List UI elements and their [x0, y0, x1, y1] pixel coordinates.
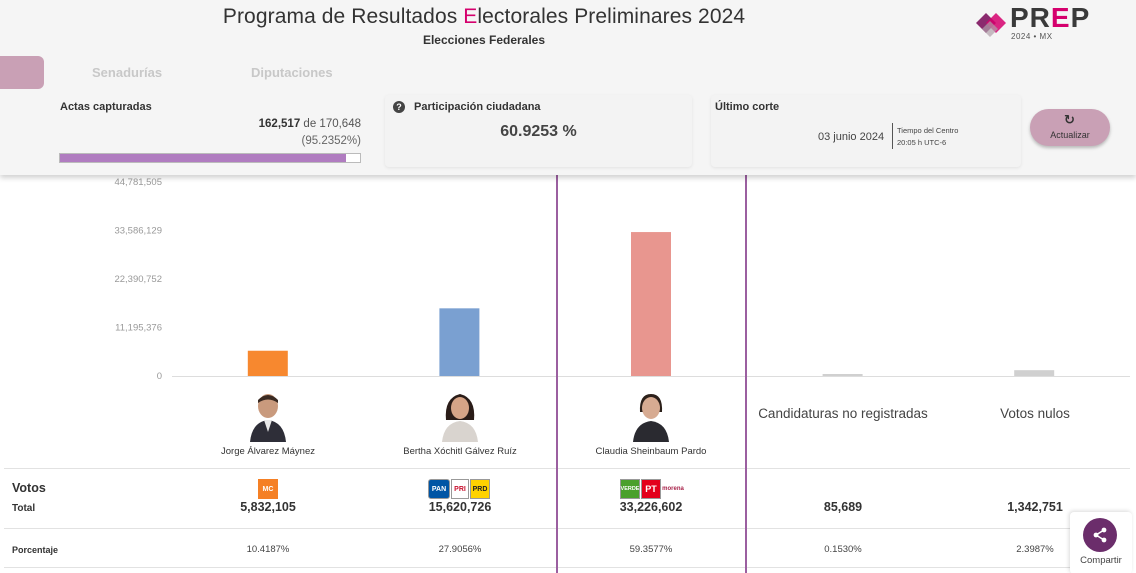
- actas-progress-bar: [59, 153, 361, 163]
- row-divider: [4, 567, 1130, 568]
- party-logos-sigamos: VERDE PT morena: [620, 479, 684, 501]
- percent-nulos: 2.3987%: [1016, 544, 1054, 555]
- candidate-photo-sheinbaum: [633, 394, 669, 442]
- total-votes-maynez: 5,832,105: [240, 500, 296, 514]
- total-votes-no-registradas: 85,689: [823, 500, 863, 514]
- prep-logo-text: PREP: [1010, 2, 1091, 33]
- prd-logo-icon: PRD: [470, 479, 490, 499]
- share-button[interactable]: [1083, 518, 1117, 552]
- participacion-card: ? Participación ciudadana 60.9253 %: [385, 95, 692, 167]
- refresh-label: Actualizar: [1050, 130, 1090, 140]
- tab-senadurias[interactable]: Senadurías: [92, 65, 163, 80]
- page-title: Programa de Resultados Electorales Preli…: [222, 5, 746, 28]
- header-band: Programa de Resultados Electorales Preli…: [0, 0, 1136, 175]
- row-divider: [4, 528, 1130, 529]
- candidate-photo-galvez: [442, 394, 478, 442]
- share-icon: [1093, 527, 1107, 543]
- total-label: Total: [12, 503, 36, 514]
- pan-logo-icon: PAN: [428, 479, 450, 499]
- pt-logo-icon: PT: [641, 479, 661, 499]
- party-logos-mc: MC: [258, 479, 278, 501]
- column-no-registradas: Candidaturas no registradas: [758, 406, 928, 421]
- bar-3[interactable]: [822, 374, 863, 376]
- page-subtitle: Elecciones Federales: [422, 33, 546, 47]
- corte-card: Último corte 03 junio 2024 Tiempo del Ce…: [711, 95, 1021, 167]
- total-votes-galvez: 15,620,726: [428, 500, 492, 514]
- winner-column-border-right: [745, 175, 747, 573]
- percent-sheinbaum: 59.3577%: [629, 544, 673, 555]
- candidate-name-sheinbaum: Claudia Sheinbaum Pardo: [595, 446, 707, 457]
- total-votes-sheinbaum: 33,226,602: [619, 500, 683, 514]
- actas-count: 162,517 de 170,648: [258, 118, 361, 130]
- participacion-value: 60.9253 %: [500, 123, 577, 140]
- corte-separator: [892, 123, 893, 149]
- refresh-button[interactable]: ↻ Actualizar: [1030, 109, 1110, 146]
- corte-date: 03 junio 2024: [818, 131, 885, 143]
- actas-percent: (95.2352%): [301, 135, 361, 147]
- share-label: Compartir: [1080, 555, 1122, 566]
- porcentaje-label: Porcentaje: [12, 545, 59, 555]
- candidate-photo-maynez: [250, 394, 286, 442]
- actas-label: Actas capturadas: [60, 101, 152, 113]
- bar-4[interactable]: [1014, 370, 1055, 376]
- results-bar-chart: 44,781,505 33,586,129 22,390,752 11,195,376…: [114, 177, 1130, 380]
- y-tick-label: 44,781,505: [114, 177, 162, 188]
- percent-maynez: 10.4187%: [246, 544, 290, 555]
- votos-label: Votos: [12, 481, 46, 495]
- actas-progress-fill: [60, 154, 346, 162]
- party-logos-fuerza: PAN PRI PRD: [428, 479, 490, 501]
- refresh-icon: ↻: [1064, 112, 1075, 127]
- winner-column-border-left: [556, 175, 558, 573]
- morena-logo-icon: morena: [662, 479, 684, 499]
- y-tick-label: 0: [157, 371, 162, 380]
- bar-0[interactable]: [247, 350, 288, 376]
- prep-logo: PREP 2024 • MX: [972, 2, 1112, 43]
- candidate-name-galvez: Bertha Xóchitl Gálvez Ruíz: [403, 446, 517, 457]
- bar-1[interactable]: [439, 308, 480, 376]
- tab-presidencia-marker[interactable]: [0, 56, 44, 89]
- candidate-name-maynez: Jorge Álvarez Máynez: [221, 446, 315, 457]
- y-tick-label: 22,390,752: [114, 274, 162, 285]
- verde-logo-icon: VERDE: [620, 479, 640, 499]
- percent-no-registradas: 0.1530%: [824, 544, 862, 555]
- help-icon[interactable]: ?: [393, 101, 405, 113]
- mc-logo-icon: MC: [258, 479, 278, 499]
- actas-card: Actas capturadas 162,517 de 170,648 (95.…: [56, 95, 364, 167]
- prep-logo-icon: [976, 13, 1006, 37]
- y-tick-label: 11,195,376: [115, 323, 162, 334]
- row-divider: [4, 468, 1130, 469]
- prep-logo-sub: 2024 • MX: [1011, 32, 1053, 41]
- corte-label: Último corte: [715, 101, 780, 113]
- total-votes-nulos: 1,342,751: [1007, 500, 1063, 514]
- corte-timezone: Tiempo del Centro: [897, 126, 959, 135]
- y-tick-label: 33,586,129: [114, 226, 162, 237]
- bar-2[interactable]: [631, 232, 671, 376]
- tab-diputaciones[interactable]: Diputaciones: [251, 65, 333, 80]
- column-votos-nulos: Votos nulos: [1000, 406, 1070, 421]
- participacion-label: Participación ciudadana: [414, 101, 541, 113]
- corte-time: 20:05 h UTC-6: [897, 138, 947, 147]
- percent-galvez: 27.9056%: [438, 544, 482, 555]
- pri-logo-icon: PRI: [451, 479, 469, 499]
